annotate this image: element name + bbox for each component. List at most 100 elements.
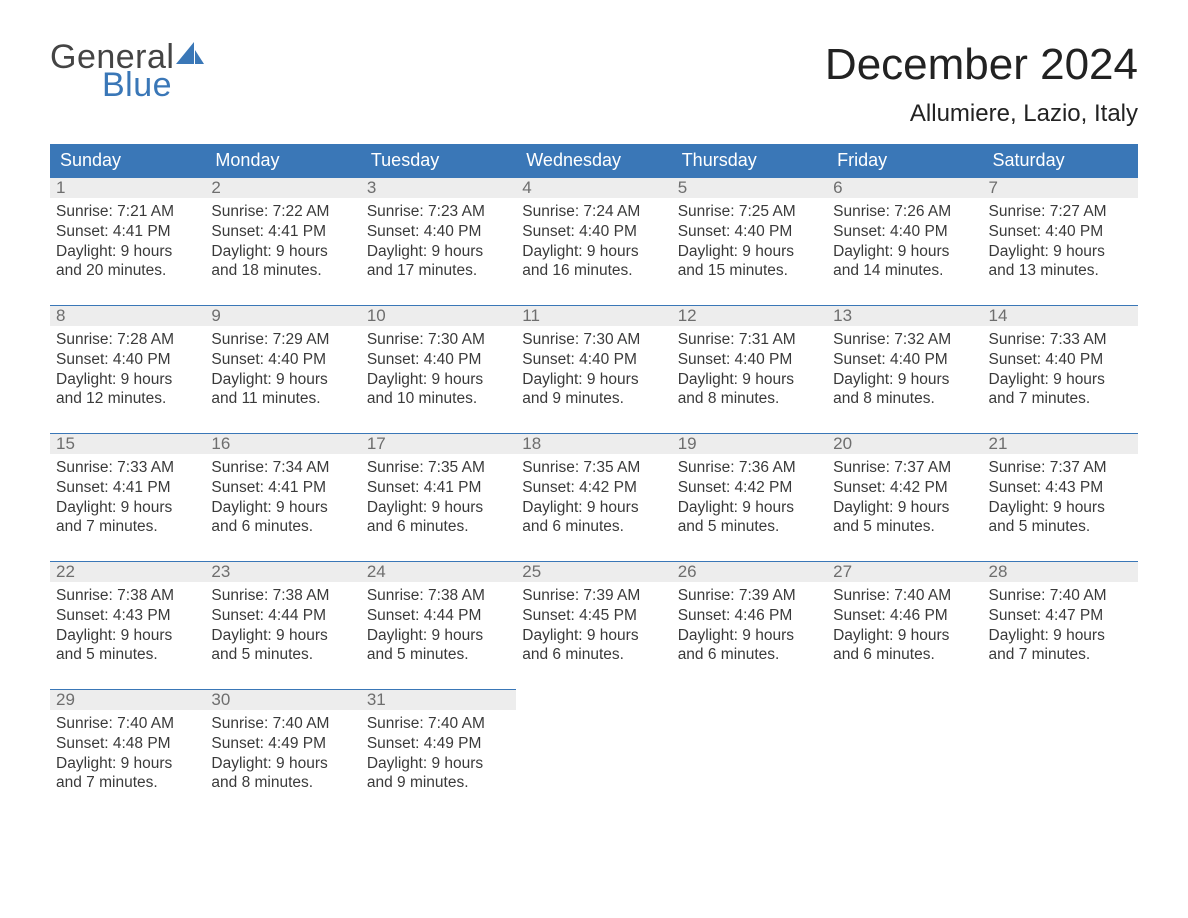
- weekday-header: Saturday: [983, 144, 1138, 177]
- location-subtitle: Allumiere, Lazio, Italy: [825, 100, 1138, 128]
- day-number: 4: [516, 177, 671, 198]
- day-dl1-line: Daylight: 9 hours: [678, 626, 821, 646]
- day-sunrise-line: Sunrise: 7:40 AM: [367, 714, 510, 734]
- calendar-day-cell: 22Sunrise: 7:38 AMSunset: 4:43 PMDayligh…: [50, 561, 205, 689]
- day-sunrise-line: Sunrise: 7:32 AM: [833, 330, 976, 350]
- weekday-header-row: Sunday Monday Tuesday Wednesday Thursday…: [50, 144, 1138, 177]
- day-details: Sunrise: 7:40 AMSunset: 4:49 PMDaylight:…: [205, 710, 360, 793]
- weekday-header: Tuesday: [361, 144, 516, 177]
- day-sunset-line: Sunset: 4:40 PM: [678, 350, 821, 370]
- day-dl2-line: and 8 minutes.: [833, 389, 976, 409]
- day-dl2-line: and 6 minutes.: [678, 645, 821, 665]
- calendar-day-cell: 8Sunrise: 7:28 AMSunset: 4:40 PMDaylight…: [50, 305, 205, 433]
- day-sunset-line: Sunset: 4:40 PM: [833, 222, 976, 242]
- day-details: Sunrise: 7:28 AMSunset: 4:40 PMDaylight:…: [50, 326, 205, 409]
- title-block: December 2024 Allumiere, Lazio, Italy: [825, 40, 1138, 128]
- day-sunrise-line: Sunrise: 7:35 AM: [522, 458, 665, 478]
- day-sunset-line: Sunset: 4:40 PM: [989, 222, 1132, 242]
- calendar-day-cell: [827, 689, 982, 817]
- day-dl1-line: Daylight: 9 hours: [56, 754, 199, 774]
- day-number: 30: [205, 689, 360, 710]
- day-details: Sunrise: 7:38 AMSunset: 4:43 PMDaylight:…: [50, 582, 205, 665]
- calendar-day-cell: 30Sunrise: 7:40 AMSunset: 4:49 PMDayligh…: [205, 689, 360, 817]
- calendar-day-cell: 1Sunrise: 7:21 AMSunset: 4:41 PMDaylight…: [50, 177, 205, 305]
- day-dl1-line: Daylight: 9 hours: [989, 370, 1132, 390]
- day-sunset-line: Sunset: 4:41 PM: [211, 478, 354, 498]
- day-dl2-line: and 18 minutes.: [211, 261, 354, 281]
- day-details: Sunrise: 7:40 AMSunset: 4:48 PMDaylight:…: [50, 710, 205, 793]
- day-dl1-line: Daylight: 9 hours: [56, 498, 199, 518]
- day-dl2-line: and 12 minutes.: [56, 389, 199, 409]
- day-details: Sunrise: 7:25 AMSunset: 4:40 PMDaylight:…: [672, 198, 827, 281]
- brand-logo: General Blue: [50, 40, 204, 102]
- day-dl2-line: and 6 minutes.: [522, 645, 665, 665]
- day-dl1-line: Daylight: 9 hours: [56, 242, 199, 262]
- day-sunset-line: Sunset: 4:40 PM: [56, 350, 199, 370]
- day-sunset-line: Sunset: 4:40 PM: [833, 350, 976, 370]
- calendar-week-row: 1Sunrise: 7:21 AMSunset: 4:41 PMDaylight…: [50, 177, 1138, 305]
- day-sunrise-line: Sunrise: 7:38 AM: [367, 586, 510, 606]
- day-sunset-line: Sunset: 4:40 PM: [367, 222, 510, 242]
- day-details: Sunrise: 7:33 AMSunset: 4:40 PMDaylight:…: [983, 326, 1138, 409]
- day-number: 17: [361, 433, 516, 454]
- day-sunrise-line: Sunrise: 7:40 AM: [833, 586, 976, 606]
- day-details: Sunrise: 7:35 AMSunset: 4:42 PMDaylight:…: [516, 454, 671, 537]
- day-details: Sunrise: 7:33 AMSunset: 4:41 PMDaylight:…: [50, 454, 205, 537]
- day-sunrise-line: Sunrise: 7:35 AM: [367, 458, 510, 478]
- day-details: Sunrise: 7:24 AMSunset: 4:40 PMDaylight:…: [516, 198, 671, 281]
- calendar-day-cell: 19Sunrise: 7:36 AMSunset: 4:42 PMDayligh…: [672, 433, 827, 561]
- day-sunrise-line: Sunrise: 7:31 AM: [678, 330, 821, 350]
- day-number: 23: [205, 561, 360, 582]
- day-dl2-line: and 5 minutes.: [678, 517, 821, 537]
- calendar-day-cell: 18Sunrise: 7:35 AMSunset: 4:42 PMDayligh…: [516, 433, 671, 561]
- calendar-day-cell: 16Sunrise: 7:34 AMSunset: 4:41 PMDayligh…: [205, 433, 360, 561]
- day-details: Sunrise: 7:35 AMSunset: 4:41 PMDaylight:…: [361, 454, 516, 537]
- day-number: 7: [983, 177, 1138, 198]
- day-sunset-line: Sunset: 4:40 PM: [989, 350, 1132, 370]
- day-dl2-line: and 9 minutes.: [522, 389, 665, 409]
- day-dl2-line: and 10 minutes.: [367, 389, 510, 409]
- day-sunset-line: Sunset: 4:44 PM: [367, 606, 510, 626]
- day-sunset-line: Sunset: 4:41 PM: [367, 478, 510, 498]
- day-dl1-line: Daylight: 9 hours: [833, 626, 976, 646]
- day-number: 28: [983, 561, 1138, 582]
- calendar-day-cell: [983, 689, 1138, 817]
- day-dl2-line: and 7 minutes.: [56, 517, 199, 537]
- day-number: 16: [205, 433, 360, 454]
- day-sunrise-line: Sunrise: 7:34 AM: [211, 458, 354, 478]
- day-number: 21: [983, 433, 1138, 454]
- calendar-day-cell: 29Sunrise: 7:40 AMSunset: 4:48 PMDayligh…: [50, 689, 205, 817]
- day-number: 15: [50, 433, 205, 454]
- day-dl2-line: and 9 minutes.: [367, 773, 510, 793]
- calendar-day-cell: 7Sunrise: 7:27 AMSunset: 4:40 PMDaylight…: [983, 177, 1138, 305]
- day-number: 3: [361, 177, 516, 198]
- weekday-header: Friday: [827, 144, 982, 177]
- day-details: Sunrise: 7:23 AMSunset: 4:40 PMDaylight:…: [361, 198, 516, 281]
- calendar-day-cell: 21Sunrise: 7:37 AMSunset: 4:43 PMDayligh…: [983, 433, 1138, 561]
- page-header: General Blue December 2024 Allumiere, La…: [50, 40, 1138, 128]
- day-dl2-line: and 5 minutes.: [211, 645, 354, 665]
- weekday-header: Sunday: [50, 144, 205, 177]
- day-dl2-line: and 6 minutes.: [522, 517, 665, 537]
- day-sunrise-line: Sunrise: 7:30 AM: [522, 330, 665, 350]
- calendar-day-cell: 5Sunrise: 7:25 AMSunset: 4:40 PMDaylight…: [672, 177, 827, 305]
- day-sunset-line: Sunset: 4:49 PM: [211, 734, 354, 754]
- calendar-day-cell: 13Sunrise: 7:32 AMSunset: 4:40 PMDayligh…: [827, 305, 982, 433]
- day-dl2-line: and 5 minutes.: [833, 517, 976, 537]
- day-details: Sunrise: 7:29 AMSunset: 4:40 PMDaylight:…: [205, 326, 360, 409]
- day-details: Sunrise: 7:39 AMSunset: 4:45 PMDaylight:…: [516, 582, 671, 665]
- calendar-day-cell: 24Sunrise: 7:38 AMSunset: 4:44 PMDayligh…: [361, 561, 516, 689]
- day-sunrise-line: Sunrise: 7:36 AM: [678, 458, 821, 478]
- day-sunset-line: Sunset: 4:41 PM: [56, 478, 199, 498]
- day-dl1-line: Daylight: 9 hours: [367, 498, 510, 518]
- day-dl1-line: Daylight: 9 hours: [678, 498, 821, 518]
- calendar-day-cell: 6Sunrise: 7:26 AMSunset: 4:40 PMDaylight…: [827, 177, 982, 305]
- day-details: Sunrise: 7:38 AMSunset: 4:44 PMDaylight:…: [361, 582, 516, 665]
- day-details: Sunrise: 7:40 AMSunset: 4:46 PMDaylight:…: [827, 582, 982, 665]
- day-dl2-line: and 6 minutes.: [211, 517, 354, 537]
- day-sunset-line: Sunset: 4:42 PM: [833, 478, 976, 498]
- day-dl1-line: Daylight: 9 hours: [833, 498, 976, 518]
- month-title: December 2024: [825, 40, 1138, 90]
- calendar-day-cell: 3Sunrise: 7:23 AMSunset: 4:40 PMDaylight…: [361, 177, 516, 305]
- day-dl1-line: Daylight: 9 hours: [833, 242, 976, 262]
